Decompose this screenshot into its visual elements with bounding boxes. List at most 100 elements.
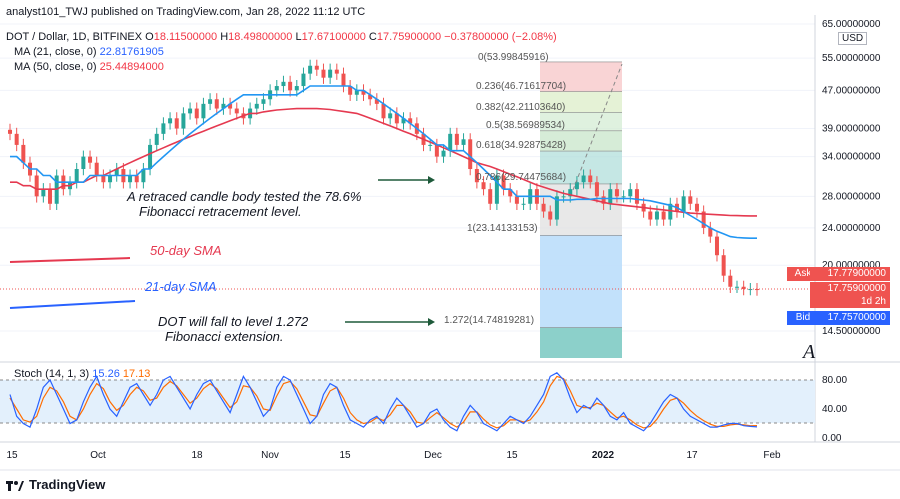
candle-body bbox=[74, 169, 79, 183]
time-tick-label: Dec bbox=[424, 450, 442, 461]
candle-body bbox=[274, 86, 279, 91]
candle-body bbox=[228, 103, 233, 109]
extension-arrow bbox=[345, 318, 435, 326]
bid-value: 17.75700000 bbox=[810, 311, 890, 325]
candle-body bbox=[388, 113, 393, 119]
candle-body bbox=[201, 103, 206, 119]
high-value: 18.49800000 bbox=[228, 31, 293, 43]
candle-body bbox=[401, 118, 406, 124]
candle-body bbox=[368, 94, 373, 100]
stoch-tick-label: 0.00 bbox=[822, 433, 842, 444]
candle-body bbox=[454, 133, 459, 145]
ma50-value: 25.44894000 bbox=[99, 61, 164, 73]
retrace-annotation-line1: A retraced candle body tested the 78.6% bbox=[127, 189, 362, 204]
candle-body bbox=[654, 211, 659, 220]
ma21-legend[interactable]: MA (21, close, 0) 22.81761905 bbox=[14, 46, 164, 58]
candle-body bbox=[134, 175, 139, 183]
ma21-value: 22.81761905 bbox=[99, 46, 164, 58]
candle-body bbox=[754, 289, 760, 291]
candle-body bbox=[374, 99, 379, 104]
countdown: 1d 2h bbox=[860, 296, 886, 307]
currency-badge[interactable]: USD bbox=[838, 32, 868, 45]
stoch-legend[interactable]: Stoch (14, 1, 3) 15.26 17.13 bbox=[14, 368, 150, 380]
candle-body bbox=[681, 196, 686, 212]
close-value: 17.75900000 bbox=[376, 31, 442, 43]
stoch-tick-label: 40.00 bbox=[822, 404, 847, 415]
candle-body bbox=[81, 156, 86, 170]
candle-body bbox=[508, 189, 513, 197]
candle-body bbox=[481, 182, 486, 190]
candle-body bbox=[661, 211, 666, 220]
fib-label-0: 0(53.99845916) bbox=[478, 52, 549, 63]
candle-body bbox=[668, 203, 673, 220]
time-tick-label: 18 bbox=[191, 450, 203, 461]
candle-body bbox=[341, 73, 346, 87]
time-axis-ticks: 15 Oct 18 Nov 15 Dec 15 2022 17 Feb bbox=[6, 450, 781, 461]
candle-body bbox=[128, 175, 133, 183]
ma50-line bbox=[10, 107, 757, 217]
candle-body bbox=[648, 211, 653, 220]
candle-body bbox=[168, 118, 173, 124]
fib-label-0618: 0.618(34.92875428) bbox=[476, 140, 567, 151]
candle-body bbox=[408, 118, 413, 124]
stoch-label: Stoch (14, 1, 3) bbox=[14, 368, 90, 380]
candle-body bbox=[621, 196, 626, 198]
time-tick-label: 15 bbox=[6, 450, 18, 461]
sma50-annotation: 50-day SMA bbox=[150, 243, 222, 258]
tradingview-logo-icon bbox=[6, 480, 24, 491]
candle-body bbox=[174, 118, 179, 129]
watermark-glyph: A bbox=[801, 341, 816, 363]
publish-line: analyst101_TWJ published on TradingView.… bbox=[6, 6, 366, 18]
price-tick-label: 55.00000000 bbox=[822, 53, 881, 64]
candle-body bbox=[434, 144, 439, 157]
candle-body bbox=[714, 236, 719, 256]
sma21-legend-line bbox=[9, 300, 136, 309]
candle-body bbox=[701, 211, 706, 228]
candle-body bbox=[468, 139, 473, 170]
candle-body bbox=[21, 144, 26, 163]
candle-body bbox=[568, 189, 573, 197]
price-tick-label: 20.00000000 bbox=[822, 260, 881, 271]
candle-body bbox=[154, 133, 159, 145]
candle-body bbox=[221, 103, 226, 109]
candle-body bbox=[601, 196, 606, 204]
candle-body bbox=[381, 103, 386, 119]
candle-body bbox=[234, 108, 239, 114]
retrace-annotation-line2: Fibonacci retracement level. bbox=[139, 204, 302, 219]
candle-body bbox=[521, 203, 526, 205]
fib-label-05: 0.5(38.56989534) bbox=[486, 120, 565, 131]
candle-body bbox=[501, 175, 506, 190]
time-tick-label: 15 bbox=[339, 450, 351, 461]
candle-body bbox=[688, 196, 693, 204]
last-price-tag: 17.75900000 1d 2h bbox=[810, 282, 890, 308]
close-label: C bbox=[368, 31, 377, 43]
price-tick-label: 34.00000000 bbox=[822, 152, 881, 163]
candle-body bbox=[141, 169, 146, 183]
ma21-label: MA (21, close, 0) bbox=[14, 46, 97, 58]
candle-body bbox=[108, 175, 113, 183]
candle-body bbox=[181, 113, 186, 129]
footer-brand-text: TradingView bbox=[29, 477, 106, 492]
last-price-value: 17.75900000 bbox=[827, 283, 886, 294]
stoch-band bbox=[0, 380, 815, 423]
candle-body bbox=[328, 69, 333, 78]
candle-body bbox=[594, 182, 599, 197]
candle-body bbox=[474, 169, 479, 183]
candle-body bbox=[588, 175, 593, 183]
candle-body bbox=[354, 90, 359, 95]
candle-body bbox=[281, 81, 286, 87]
candle-body bbox=[634, 189, 639, 204]
candle-body bbox=[288, 81, 293, 91]
fib-zone-extension bbox=[540, 235, 622, 328]
fib-zone-target bbox=[540, 327, 622, 358]
price-axis-ticks: 65.00000000 55.00000000 47.00000000 39.0000… bbox=[822, 19, 881, 337]
stoch-tick-label: 80.00 bbox=[822, 375, 847, 386]
footer-brand[interactable]: TradingView bbox=[6, 477, 105, 492]
fib-retracement-zones bbox=[540, 61, 622, 358]
candle-body bbox=[314, 65, 319, 70]
ma50-legend[interactable]: MA (50, close, 0) 25.44894000 bbox=[14, 61, 164, 73]
candle-body bbox=[494, 175, 499, 204]
symbol-label[interactable]: DOT / Dollar, 1D, BITFINEX bbox=[6, 31, 143, 43]
